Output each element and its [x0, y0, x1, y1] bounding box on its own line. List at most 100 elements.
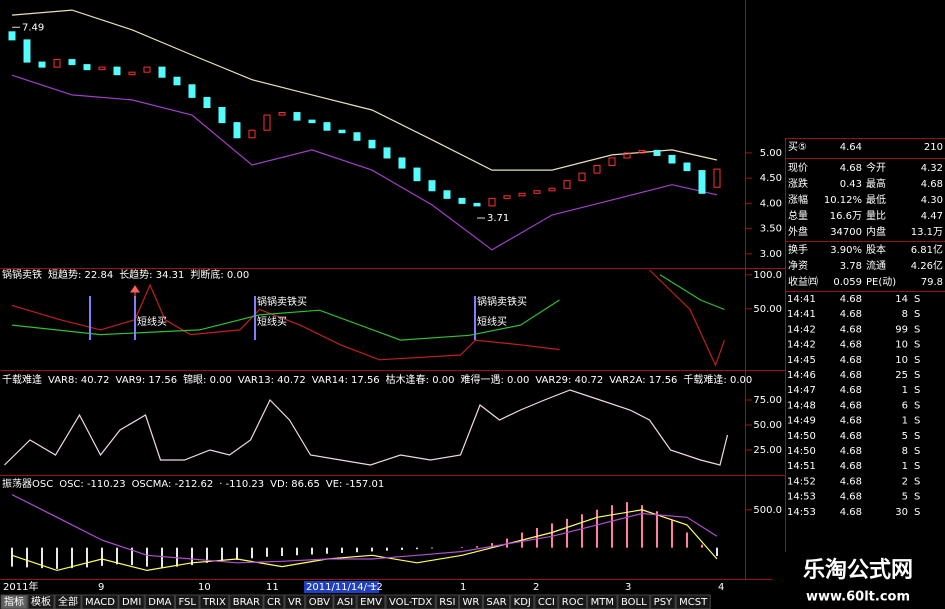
candle — [353, 132, 361, 141]
tab[interactable]: RSI — [439, 597, 455, 608]
tab[interactable]: 全部 — [58, 595, 78, 608]
trade-side: S — [914, 340, 920, 351]
indicator-line — [11, 274, 725, 341]
trade-price: 4.68 — [840, 294, 862, 305]
tab[interactable]: FSL — [178, 597, 196, 608]
panel-header-item: VAR8: 40.72 — [48, 375, 110, 386]
tab[interactable]: MACD — [85, 597, 115, 608]
candle — [323, 122, 331, 131]
tab[interactable]: WR — [462, 597, 479, 608]
tab[interactable]: BRAR — [233, 597, 260, 608]
trade-time: 14:45 — [787, 355, 816, 366]
y-tick-label: 50.00 — [753, 420, 782, 431]
trade-volume: 6 — [902, 400, 908, 411]
trade-time: 14:50 — [787, 431, 816, 442]
tab[interactable]: PSY — [654, 597, 673, 608]
tab[interactable]: ASI — [337, 597, 353, 608]
date-label: 2 — [533, 582, 539, 593]
trade-time: 14:41 — [787, 309, 816, 320]
tab[interactable]: OBV — [309, 597, 330, 608]
candle — [368, 139, 376, 149]
date-label: 12 — [370, 582, 383, 593]
tab[interactable]: CR — [267, 597, 281, 608]
y-tick-label: 4.50 — [760, 173, 782, 184]
watermark-url: www.60lt.com — [806, 590, 910, 605]
tab[interactable]: VOL-TDX — [389, 597, 432, 608]
tab[interactable]: DMI — [122, 597, 141, 608]
candle — [503, 195, 511, 199]
trade-volume: 5 — [902, 431, 908, 442]
trade-side: S — [914, 309, 920, 320]
candle — [443, 190, 451, 199]
trade-time: 14:47 — [787, 385, 816, 396]
panel-header-item: 锦眼: 0.00 — [183, 373, 232, 386]
trade-price: 4.68 — [840, 476, 862, 487]
candle — [143, 66, 151, 73]
candle — [308, 119, 316, 124]
y-tick-label: 50.00 — [753, 304, 782, 315]
candle — [458, 197, 466, 204]
tab[interactable]: VR — [288, 597, 302, 608]
tab[interactable]: CCI — [538, 597, 555, 608]
y-tick-label: 500.0 — [753, 505, 782, 516]
date-highlight — [304, 581, 380, 593]
tab[interactable]: ROC — [562, 597, 584, 608]
candle — [563, 180, 571, 189]
tab[interactable]: SAR — [486, 597, 506, 608]
tab[interactable]: BOLL — [621, 597, 647, 608]
candle — [608, 157, 616, 167]
quote-value: 16.6万 — [830, 211, 862, 222]
date-label: 9 — [98, 582, 104, 593]
tab[interactable]: 指标 — [4, 595, 24, 608]
trade-price: 4.68 — [840, 400, 862, 411]
tab[interactable]: KDJ — [514, 597, 531, 608]
trade-side: S — [914, 461, 920, 472]
trade-price: 4.68 — [840, 324, 862, 335]
trade-volume: 8 — [902, 309, 908, 320]
trade-price: 4.68 — [840, 492, 862, 503]
trade-price: 4.68 — [840, 309, 862, 320]
indicator-line — [11, 509, 718, 572]
candle — [593, 165, 601, 174]
candle — [188, 84, 196, 98]
panel-header-item: VE: -157.01 — [326, 479, 384, 490]
tab[interactable]: DMA — [148, 597, 171, 608]
tab[interactable]: MTM — [591, 597, 614, 608]
candle — [98, 66, 106, 71]
trade-side: S — [914, 355, 920, 366]
candle — [428, 180, 436, 192]
bid-volume: 210 — [924, 142, 943, 153]
panel-header-item: 短趋势: 22.84 — [48, 268, 113, 281]
signal-label: 锅锅卖铁买 — [477, 295, 527, 308]
trade-side: S — [914, 476, 920, 487]
tab-bg — [284, 594, 306, 609]
tab[interactable]: MCST — [679, 597, 708, 608]
panel-header-item: 长趋势: 34.31 — [119, 268, 184, 281]
quote-label: 换手 — [788, 243, 808, 256]
tab-bg — [199, 594, 230, 609]
tab[interactable]: 模板 — [31, 595, 51, 608]
tab-bg — [27, 594, 55, 609]
candle — [383, 147, 391, 159]
candle — [248, 129, 256, 139]
trade-price: 4.68 — [840, 385, 862, 396]
quote-label: 今开 — [866, 161, 886, 174]
tab-bg — [174, 594, 200, 609]
tab[interactable]: EMV — [360, 597, 382, 608]
tab-bg — [333, 594, 357, 609]
candle — [578, 172, 586, 182]
tab[interactable]: TRIX — [202, 597, 226, 608]
panel-header-item: VAR29: 40.72 — [535, 375, 603, 386]
trade-time: 14:48 — [787, 400, 816, 411]
quote-value: 3.78 — [840, 261, 862, 272]
quote-value: 0.43 — [840, 179, 862, 190]
y-tick-label: 4.00 — [760, 198, 782, 209]
candle — [218, 107, 226, 124]
trade-side: S — [914, 400, 920, 411]
panel-header-item: · -110.23 — [219, 479, 264, 490]
candle — [623, 152, 631, 159]
y-tick-label: 5.00 — [760, 148, 782, 159]
tab-bg — [558, 594, 588, 609]
